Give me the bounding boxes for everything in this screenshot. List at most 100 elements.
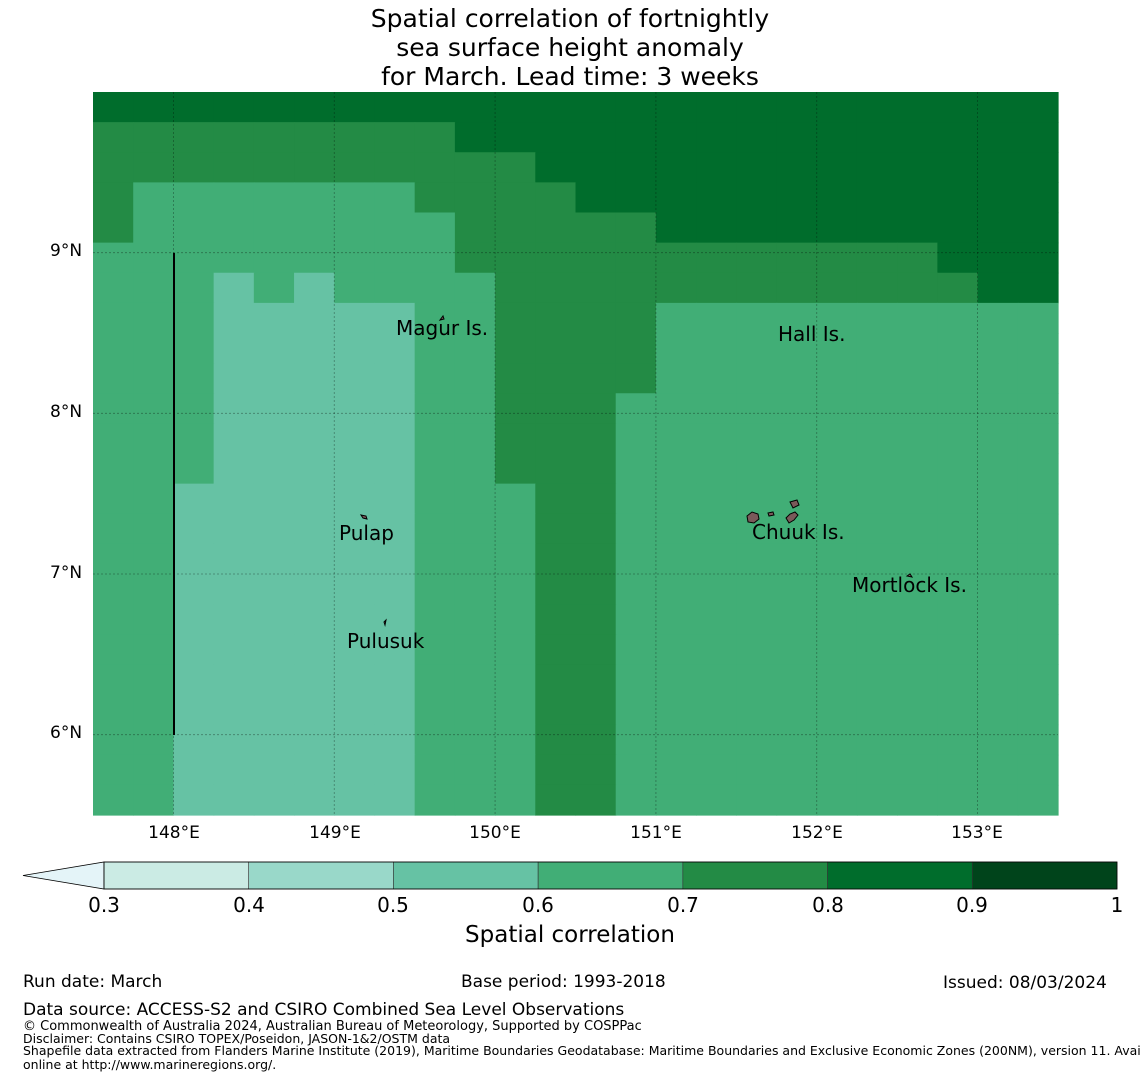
- grid-cell: [615, 333, 657, 364]
- place-label-mortlock: Mortlock Is.: [852, 573, 967, 597]
- grid-cell: [173, 242, 215, 274]
- grid-cell: [535, 664, 577, 696]
- grid-cell: [93, 423, 134, 455]
- grid-cell: [93, 724, 134, 756]
- grid-cell: [776, 92, 818, 123]
- grid-cell: [414, 694, 456, 726]
- grid-cell: [495, 754, 536, 786]
- grid-cell: [133, 122, 175, 153]
- grid-cell: [977, 634, 1019, 665]
- grid-cell: [615, 212, 657, 244]
- lon-label-152e: 152°E: [791, 823, 843, 843]
- grid-cell: [977, 182, 1019, 214]
- grid-cell: [977, 513, 1019, 545]
- grid-cell: [454, 754, 496, 786]
- grid-cell: [575, 122, 617, 153]
- colorbar-segment: [393, 861, 539, 890]
- grid-cell: [776, 242, 818, 274]
- grid-cell: [374, 122, 416, 153]
- grid-cell: [535, 754, 577, 786]
- grid-cell: [736, 453, 778, 485]
- grid-cell: [655, 242, 697, 274]
- grid-cell: [655, 302, 697, 334]
- grid-cell: [213, 784, 255, 816]
- grid-cell: [374, 664, 416, 696]
- grid-cell: [294, 724, 335, 756]
- grid-cell: [253, 363, 295, 394]
- grid-cell: [535, 634, 577, 665]
- grid-cell: [495, 453, 536, 485]
- grid-cell: [977, 724, 1019, 756]
- grid-cell: [133, 664, 175, 696]
- grid-cell: [374, 784, 416, 816]
- grid-cell: [133, 393, 175, 424]
- map-features: [173, 253, 914, 735]
- grid-cell: [856, 453, 898, 485]
- grid-cell: [897, 513, 938, 545]
- grid-cell: [736, 634, 778, 665]
- grid-cell: [535, 272, 577, 304]
- grid-cell: [294, 604, 335, 635]
- grid-cell: [535, 513, 577, 545]
- grid-cell: [454, 543, 496, 575]
- grid-cell: [816, 423, 858, 455]
- grid-cell: [374, 694, 416, 726]
- shapefile-credit-2: online at http://www.marineregions.org/.: [23, 1057, 277, 1072]
- grid-cell: [414, 423, 456, 455]
- grid-cell: [374, 302, 416, 334]
- grid-cell: [937, 604, 979, 635]
- grid-cell: [655, 393, 697, 424]
- grid-cell: [655, 92, 697, 123]
- grid-cell: [93, 272, 134, 304]
- grid-cell: [696, 272, 737, 304]
- grid-cell: [615, 302, 657, 334]
- grid-cell: [655, 363, 697, 394]
- grid-cell: [173, 122, 215, 153]
- grid-cell: [1017, 694, 1059, 726]
- grid-cell: [575, 574, 617, 605]
- grid-cell: [615, 182, 657, 214]
- grid-cell: [937, 694, 979, 726]
- grid-cell: [897, 724, 938, 756]
- grid-cell: [897, 574, 938, 605]
- grid-cell: [173, 272, 215, 304]
- grid-cell: [856, 664, 898, 696]
- grid-cell: [535, 182, 577, 214]
- grid-cell: [454, 272, 496, 304]
- grid-cell: [816, 453, 858, 485]
- grid-cell: [334, 724, 376, 756]
- grid-cell: [253, 634, 295, 665]
- grid-cell: [575, 724, 617, 756]
- grid-cell: [1017, 724, 1059, 756]
- grid-cell: [414, 513, 456, 545]
- grid-cell: [575, 634, 617, 665]
- grid-cell: [615, 363, 657, 394]
- grid-cell: [495, 543, 536, 575]
- grid-cell: [253, 333, 295, 364]
- grid-cell: [213, 333, 255, 364]
- grid-cell: [334, 453, 376, 485]
- grid-cell: [816, 634, 858, 665]
- grid-cell: [133, 182, 175, 214]
- grid-cell: [334, 574, 376, 605]
- grid-cell: [696, 664, 737, 696]
- grid-cell: [736, 543, 778, 575]
- grid-cell: [495, 724, 536, 756]
- grid-cell: [655, 513, 697, 545]
- grid-cell: [776, 724, 818, 756]
- grid-cell: [414, 363, 456, 394]
- grid-cell: [93, 694, 134, 726]
- grid-cell: [454, 122, 496, 153]
- lat-label-6n: 6°N: [50, 723, 83, 743]
- grid-cell: [615, 724, 657, 756]
- grid-cell: [414, 784, 456, 816]
- grid-cell: [495, 604, 536, 635]
- grid-cell: [1017, 393, 1059, 424]
- grid-cell: [897, 242, 938, 274]
- lon-label-148e: 148°E: [148, 823, 200, 843]
- grid-cell: [495, 152, 536, 183]
- grid-cell: [575, 182, 617, 214]
- grid-cell: [655, 182, 697, 214]
- grid-cell: [133, 423, 175, 455]
- grid-cell: [575, 754, 617, 786]
